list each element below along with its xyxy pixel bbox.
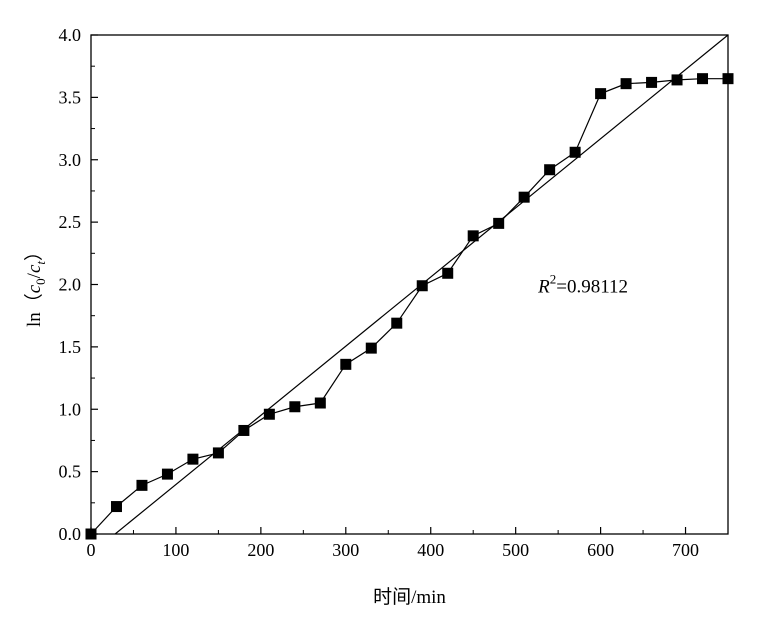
y-tick-label: 3.5 bbox=[59, 87, 82, 107]
x-tick-label: 100 bbox=[162, 540, 189, 560]
r-squared-annotation: R2=0.98112 bbox=[537, 271, 628, 297]
axis-ticks bbox=[90, 34, 687, 535]
y-tick-label: 2.0 bbox=[59, 275, 82, 295]
ylabel-slash: / bbox=[24, 272, 45, 278]
x-tick-label: 700 bbox=[672, 540, 699, 560]
r-superscript: 2 bbox=[550, 271, 557, 286]
y-tick-label: 3.0 bbox=[59, 150, 82, 170]
data-point bbox=[187, 453, 199, 465]
data-point bbox=[85, 528, 97, 540]
data-point bbox=[518, 191, 530, 203]
y-tick-label: 0.0 bbox=[59, 524, 82, 544]
x-tick-label: 600 bbox=[587, 540, 614, 560]
data-point bbox=[569, 146, 581, 158]
x-tick-label: 200 bbox=[247, 540, 274, 560]
x-tick-label: 300 bbox=[332, 540, 359, 560]
data-point bbox=[136, 479, 148, 491]
data-point bbox=[289, 401, 301, 413]
data-point bbox=[340, 358, 352, 370]
y-tick-label: 1.0 bbox=[59, 399, 82, 419]
x-tick-label: 0 bbox=[87, 540, 96, 560]
ylabel-subt: t bbox=[33, 261, 48, 265]
ylabel-suffix: ） bbox=[23, 242, 45, 261]
plot-border bbox=[90, 34, 729, 535]
data-point bbox=[416, 280, 428, 292]
data-point bbox=[442, 267, 454, 279]
r-value: =0.98112 bbox=[556, 276, 628, 297]
data-point bbox=[263, 408, 275, 420]
ylabel-sub0: 0 bbox=[33, 278, 48, 285]
y-tick-label: 1.5 bbox=[59, 337, 82, 357]
ylabel-c2: c bbox=[24, 264, 45, 273]
data-point bbox=[544, 164, 556, 176]
data-point bbox=[314, 397, 326, 409]
data-point bbox=[620, 78, 632, 90]
y-tick-label: 4.0 bbox=[59, 25, 82, 45]
x-tick-label: 400 bbox=[417, 540, 444, 560]
y-axis-label: ln（c0/ct） bbox=[23, 242, 48, 327]
data-point bbox=[671, 74, 683, 86]
data-point bbox=[391, 317, 403, 329]
y-tick-label: 0.5 bbox=[59, 462, 82, 482]
data-point bbox=[238, 424, 250, 436]
data-point bbox=[595, 88, 607, 100]
data-point bbox=[161, 468, 173, 480]
r-letter: R bbox=[537, 276, 550, 297]
data-point bbox=[697, 73, 709, 85]
x-axis-label: 时间/min bbox=[373, 586, 446, 608]
data-point bbox=[493, 217, 505, 229]
data-point bbox=[212, 447, 224, 459]
series-line bbox=[90, 78, 728, 535]
data-point bbox=[467, 230, 479, 242]
data-point bbox=[110, 501, 122, 513]
plot-frame bbox=[90, 34, 729, 535]
data-point bbox=[722, 73, 734, 85]
series-group bbox=[85, 73, 734, 540]
data-point bbox=[646, 76, 658, 88]
ylabel-prefix: ln（ bbox=[23, 293, 45, 327]
y-tick-label: 2.5 bbox=[59, 212, 82, 232]
ylabel-c: c bbox=[24, 284, 45, 293]
data-point bbox=[365, 342, 377, 354]
x-tick-label: 500 bbox=[502, 540, 529, 560]
axis-tick-labels: 0 100 200 300 400 500 600 700 0.0 0.5 1.0 1.5 2.0 2.5… bbox=[59, 25, 700, 560]
